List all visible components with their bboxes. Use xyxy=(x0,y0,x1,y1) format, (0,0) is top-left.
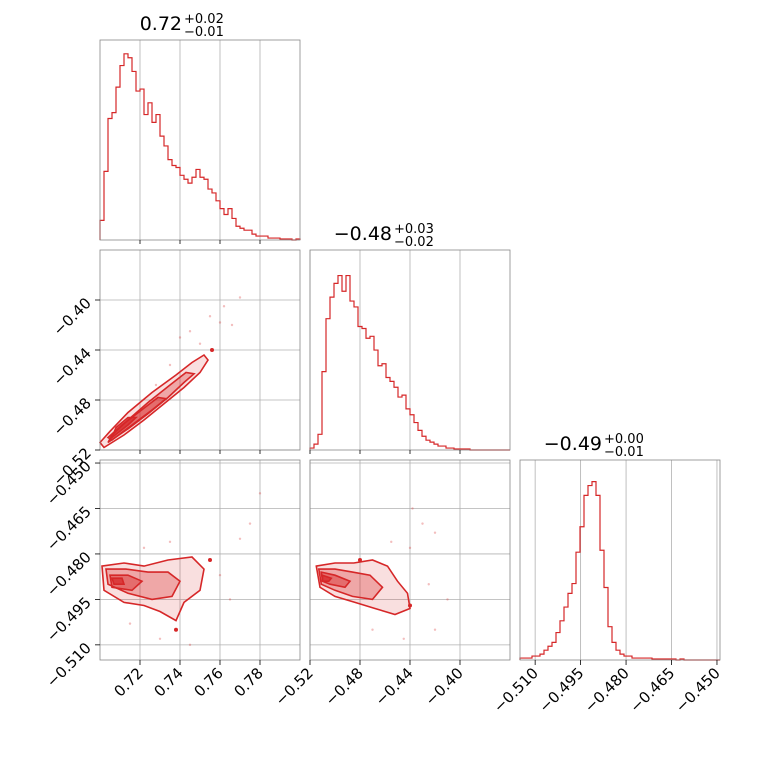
x-tick-label: 0.76 xyxy=(190,664,226,700)
sample-point xyxy=(371,628,374,631)
x-tick-label: 0.78 xyxy=(230,664,266,700)
histogram-step-0 xyxy=(99,53,301,241)
param-title-lower-0: −0.01 xyxy=(184,25,224,40)
pair-panel-2-0 xyxy=(99,459,301,661)
y-tick-label: −0.510 xyxy=(43,639,95,691)
sample-point xyxy=(188,643,192,647)
y-tick-label: −0.465 xyxy=(43,503,95,555)
sample-point xyxy=(408,546,412,550)
y-tick-label: −0.44 xyxy=(50,344,95,389)
sample-point xyxy=(228,598,232,601)
contour-island xyxy=(408,603,412,608)
sample-point xyxy=(158,637,162,640)
x-tick-label: −0.40 xyxy=(422,664,467,709)
density-contour-1 xyxy=(317,568,384,601)
param-title-value-0: 0.72 xyxy=(140,13,182,35)
x-tick-label: −0.465 xyxy=(626,664,678,716)
sample-point xyxy=(421,522,424,525)
hist-panel-0 xyxy=(99,39,301,241)
contour-island xyxy=(208,558,212,562)
density-contour-0 xyxy=(315,559,411,616)
sample-point xyxy=(208,315,212,318)
param-title-upper-2: +0.00 xyxy=(604,432,644,447)
sample-point xyxy=(238,537,242,540)
x-tick-label: −0.510 xyxy=(490,664,542,716)
sample-point xyxy=(128,622,132,625)
sample-point xyxy=(168,540,172,544)
x-tick-label: −0.44 xyxy=(372,664,417,709)
x-tick-label: 0.74 xyxy=(150,664,186,700)
param-title-upper-0: +0.02 xyxy=(184,12,224,27)
hist-frame-2 xyxy=(519,459,721,661)
sample-point xyxy=(411,507,414,510)
density-contour-3 xyxy=(110,416,139,440)
hist-frame-0 xyxy=(99,39,301,241)
x-tick-label: −0.495 xyxy=(535,664,587,716)
hist-panel-1 xyxy=(309,249,511,451)
pair-panel-2-1 xyxy=(309,459,511,661)
sample-point xyxy=(168,363,172,367)
pair-frame-2-0 xyxy=(99,459,301,661)
sample-point xyxy=(433,628,437,631)
sample-point xyxy=(218,573,222,577)
sample-point xyxy=(446,598,449,601)
param-title-upper-1: +0.03 xyxy=(394,222,434,237)
y-tick-label: −0.495 xyxy=(43,593,95,645)
histogram-step-1 xyxy=(309,274,510,451)
sample-point xyxy=(218,321,222,324)
x-tick-label: −0.52 xyxy=(272,664,317,709)
x-tick-label: 0.72 xyxy=(110,664,146,700)
sample-point xyxy=(198,342,202,345)
density-contour-0 xyxy=(101,556,205,622)
pair-panel-1-0 xyxy=(98,249,301,451)
sample-point xyxy=(433,531,437,534)
y-tick-label: −0.48 xyxy=(50,394,95,439)
sample-point xyxy=(390,540,393,544)
hist-panel-2 xyxy=(519,459,721,661)
sample-point xyxy=(427,583,430,586)
contour-island xyxy=(358,558,362,562)
contour-island xyxy=(210,348,214,352)
sample-point xyxy=(142,546,146,550)
x-tick-label: −0.48 xyxy=(322,664,367,709)
sample-point xyxy=(230,323,234,327)
sample-point xyxy=(178,336,182,339)
contour-island xyxy=(174,627,178,632)
y-tick-label: −0.480 xyxy=(43,548,95,600)
histogram-step-2 xyxy=(519,481,720,661)
y-tick-label: −0.40 xyxy=(50,294,95,339)
sample-point xyxy=(248,522,252,525)
sample-point xyxy=(154,383,158,387)
density-contour-3 xyxy=(110,577,126,586)
sample-point xyxy=(238,296,242,299)
param-title-lower-1: −0.02 xyxy=(394,235,434,250)
sample-point xyxy=(222,305,226,308)
sample-point xyxy=(188,330,192,333)
param-title-value-2: −0.49 xyxy=(544,433,602,455)
sample-point xyxy=(402,637,405,640)
x-tick-label: −0.480 xyxy=(581,664,633,716)
x-tick-label: −0.450 xyxy=(672,664,724,716)
density-contour-3 xyxy=(321,574,333,583)
sample-point xyxy=(258,492,262,495)
param-title-value-1: −0.48 xyxy=(334,223,392,245)
param-title-lower-2: −0.01 xyxy=(604,445,644,460)
